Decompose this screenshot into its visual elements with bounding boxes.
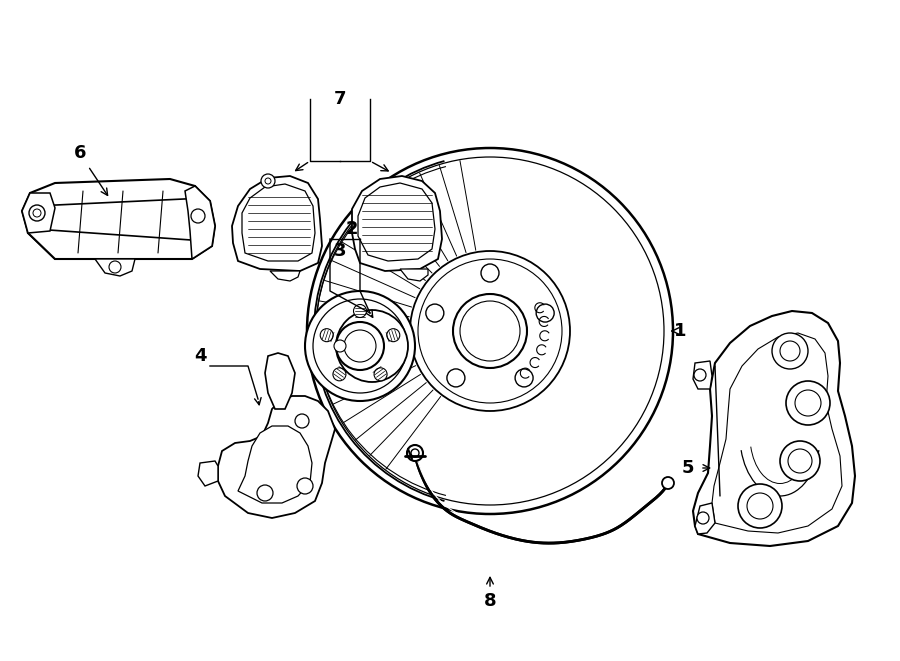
- Polygon shape: [265, 353, 295, 409]
- Circle shape: [336, 310, 408, 382]
- Polygon shape: [238, 426, 312, 503]
- Circle shape: [780, 441, 820, 481]
- Polygon shape: [218, 396, 335, 518]
- Text: 1: 1: [674, 322, 686, 340]
- Polygon shape: [28, 221, 210, 259]
- Circle shape: [410, 251, 570, 411]
- Circle shape: [333, 368, 346, 381]
- Polygon shape: [198, 461, 218, 486]
- Circle shape: [257, 485, 273, 501]
- Polygon shape: [695, 503, 715, 534]
- Circle shape: [536, 304, 554, 322]
- Circle shape: [29, 205, 45, 221]
- Circle shape: [411, 449, 419, 457]
- Circle shape: [426, 304, 444, 322]
- Circle shape: [320, 329, 333, 342]
- Circle shape: [407, 445, 423, 461]
- Polygon shape: [95, 259, 135, 276]
- Polygon shape: [693, 311, 855, 546]
- Circle shape: [305, 291, 415, 401]
- Circle shape: [697, 512, 709, 524]
- Circle shape: [387, 329, 400, 342]
- Circle shape: [738, 484, 782, 528]
- Polygon shape: [22, 179, 215, 259]
- Circle shape: [481, 264, 499, 282]
- Circle shape: [191, 209, 205, 223]
- Text: 7: 7: [334, 90, 346, 108]
- Polygon shape: [232, 176, 322, 271]
- Text: 4: 4: [194, 347, 206, 365]
- Circle shape: [662, 477, 674, 489]
- Circle shape: [515, 369, 533, 387]
- Circle shape: [297, 478, 313, 494]
- Polygon shape: [270, 271, 300, 281]
- Text: 3: 3: [334, 242, 346, 260]
- Text: 8: 8: [483, 592, 496, 610]
- Polygon shape: [400, 269, 428, 281]
- Polygon shape: [22, 193, 55, 233]
- Circle shape: [109, 261, 121, 273]
- Circle shape: [447, 369, 465, 387]
- Circle shape: [295, 414, 309, 428]
- Circle shape: [694, 369, 706, 381]
- Polygon shape: [185, 186, 215, 259]
- Circle shape: [336, 322, 384, 370]
- Text: 6: 6: [74, 144, 86, 162]
- Circle shape: [261, 174, 275, 188]
- Text: 2: 2: [346, 220, 358, 238]
- Circle shape: [786, 381, 830, 425]
- Polygon shape: [693, 361, 712, 389]
- Circle shape: [772, 333, 808, 369]
- Circle shape: [453, 294, 527, 368]
- Circle shape: [307, 148, 673, 514]
- Circle shape: [374, 368, 387, 381]
- Circle shape: [354, 305, 366, 317]
- Circle shape: [334, 340, 346, 352]
- Text: 5: 5: [682, 459, 694, 477]
- Polygon shape: [352, 176, 442, 271]
